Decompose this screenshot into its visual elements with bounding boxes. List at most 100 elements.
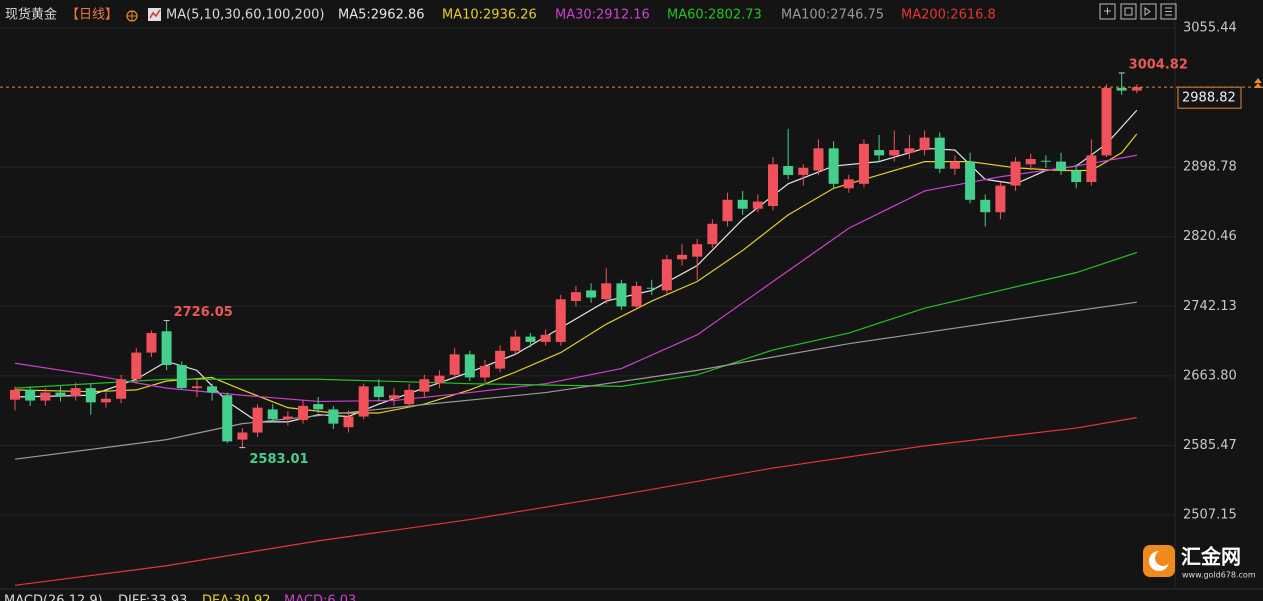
candle (646, 279, 657, 295)
candle-body (176, 365, 187, 389)
candle-body (222, 395, 233, 442)
candle (252, 404, 263, 437)
candle-body (328, 409, 339, 424)
candle-body (237, 432, 248, 440)
candle-body (495, 350, 506, 369)
candle-body (631, 285, 642, 307)
logo-url: www.gold678.com (1182, 571, 1256, 580)
candle (631, 281, 642, 310)
candle-body (116, 379, 127, 399)
candle-body (343, 416, 354, 428)
current-price-label: 2988.82 (1182, 91, 1236, 106)
add-icon[interactable] (126, 10, 138, 22)
y-tick-label: 3055.44 (1183, 20, 1237, 35)
candle-body (449, 354, 460, 375)
candle-body (404, 389, 415, 405)
candle-body (722, 199, 733, 222)
candle (70, 382, 81, 401)
candle (692, 238, 703, 280)
candle-body (1101, 87, 1112, 156)
candle (843, 174, 854, 193)
tool-button[interactable] (1140, 3, 1157, 20)
candle-body (525, 336, 536, 342)
candle (980, 194, 991, 227)
candle (373, 379, 384, 402)
current-price-box (1177, 86, 1242, 109)
logo-moon-cut (1155, 550, 1171, 566)
candle-body (616, 283, 627, 307)
candle (934, 132, 945, 174)
candle-body (555, 299, 566, 342)
candle (889, 130, 900, 162)
candle-body (313, 404, 324, 410)
candle (207, 383, 218, 401)
candle-body (1010, 161, 1021, 186)
candle-body (692, 244, 703, 257)
candle (1131, 84, 1142, 94)
ma-line (14, 417, 1137, 586)
legend-entry: MA30:2912.16 (555, 8, 650, 23)
candle (722, 192, 733, 227)
y-tick-label: 2742.13 (1183, 299, 1237, 314)
candle (919, 130, 930, 156)
candle-body (207, 386, 218, 393)
candle (404, 383, 415, 408)
candle-body (464, 354, 475, 378)
tool-button[interactable] (1160, 3, 1177, 20)
candle (434, 370, 445, 389)
candle-body (131, 352, 142, 380)
candle-body (479, 365, 490, 378)
candle (1071, 164, 1082, 189)
candle-body (252, 407, 263, 433)
candle (237, 428, 248, 448)
candle-body (586, 290, 597, 298)
candle (601, 268, 612, 304)
candle (616, 279, 627, 310)
tool-button[interactable] (1120, 3, 1137, 20)
candle-body (813, 148, 824, 171)
legend-entry: MA60:2802.73 (667, 8, 762, 23)
candle-body (737, 199, 748, 209)
candle-body (191, 386, 202, 389)
candle (813, 139, 824, 175)
y-tick-label: 2820.46 (1183, 229, 1237, 244)
candle-body (282, 416, 293, 420)
candle-body (298, 405, 309, 421)
indicator-icon[interactable] (148, 8, 161, 21)
logo-name: 汇金网 (1181, 545, 1241, 569)
ma-line (14, 251, 1138, 389)
candle (449, 348, 460, 380)
indicator-label: MA(5,10,30,60,100,200) (166, 8, 324, 23)
candle-body (146, 333, 157, 353)
candle-body (843, 179, 854, 189)
scroll-arrow[interactable] (1254, 78, 1262, 88)
candle (282, 411, 293, 426)
candle (540, 329, 551, 346)
y-tick-label: 2507.15 (1183, 507, 1237, 522)
candle-body (949, 161, 960, 169)
candle-body (85, 388, 96, 403)
candle-body (601, 283, 612, 300)
candle-body (828, 148, 839, 184)
annotation-label: 2583.01 (249, 452, 308, 467)
candle-body (570, 292, 581, 302)
candle-body (1040, 160, 1051, 162)
candle (191, 379, 202, 397)
y-tick-label: 2585.47 (1183, 438, 1237, 453)
candle (10, 386, 20, 411)
logo: 汇金网 www.gold678.com (1143, 545, 1256, 580)
candle-body (874, 150, 885, 156)
candle-body (646, 287, 657, 289)
candle-body (389, 395, 399, 399)
candle (995, 182, 1006, 220)
tool-glyphs (1104, 7, 1172, 16)
indicator-icon-line (149, 9, 161, 19)
period-label[interactable]: 【日线】 (66, 8, 118, 23)
candle (1116, 72, 1127, 96)
candle-body (434, 375, 445, 383)
tool-button[interactable] (1099, 3, 1116, 20)
ma-line (14, 154, 1137, 403)
candle-body (1131, 87, 1142, 91)
candle (1056, 152, 1067, 175)
candle (267, 404, 278, 422)
